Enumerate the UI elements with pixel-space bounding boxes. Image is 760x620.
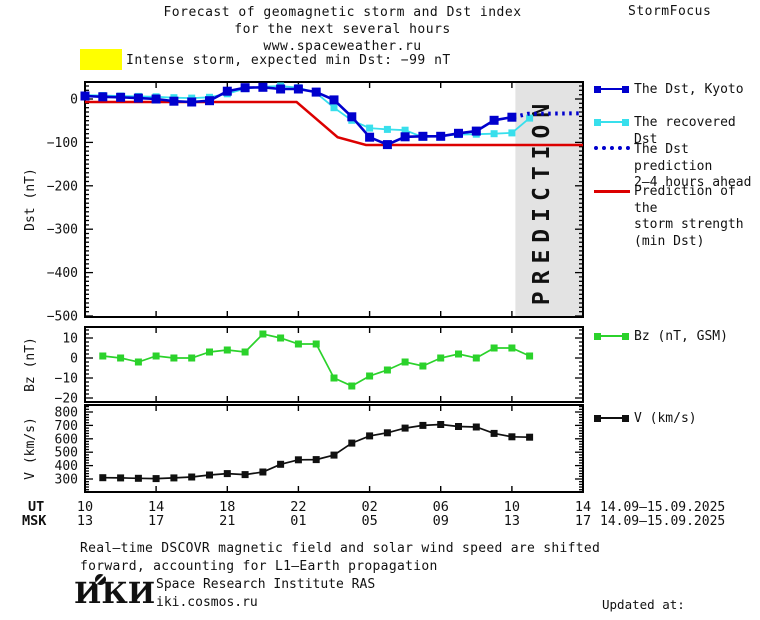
legend-label-dst-kyoto: The Dst, Kyoto: [634, 82, 744, 97]
updated-block: Updated at: UT 10:05, 15.09.2025 MSK 13:…: [602, 565, 760, 620]
legend-label-recovered-dst: The recovered Dst: [634, 115, 736, 147]
legend-swatch-dst-kyoto: [594, 85, 631, 94]
svg-text:14.09–15.09.2025: 14.09–15.09.2025: [600, 514, 725, 529]
svg-text:18: 18: [219, 499, 235, 515]
svg-text:10: 10: [504, 499, 520, 515]
page-title: Forecast of geomagnetic storm and Dst in…: [85, 4, 600, 55]
svg-text:600: 600: [55, 432, 78, 447]
title-line-2: for the next several hours: [234, 22, 451, 37]
svg-text:−300: −300: [47, 223, 78, 238]
svg-text:06: 06: [433, 499, 449, 515]
svg-text:−400: −400: [47, 266, 78, 281]
svg-text:14: 14: [148, 499, 164, 515]
institute-site: iki.cosmos.ru: [156, 595, 258, 610]
legend-item-recovered-dst: The recovered Dst: [594, 115, 760, 148]
svg-text:13: 13: [504, 513, 520, 529]
svg-text:14.09–15.09.2025: 14.09–15.09.2025: [600, 500, 725, 515]
svg-text:−200: −200: [47, 179, 78, 194]
legend-item-dst-prediction: The Dst prediction 2–4 hours ahead: [594, 142, 760, 192]
iki-logo-slashed-circle-icon: [95, 574, 106, 585]
svg-text:09: 09: [433, 513, 449, 529]
legend-label-dst-prediction: The Dst prediction 2–4 hours ahead: [634, 142, 752, 190]
storm-level-swatch: [80, 49, 122, 70]
legend-item-storm-strength: Prediction of the storm strength (min Ds…: [594, 184, 760, 250]
svg-text:0: 0: [70, 352, 78, 367]
storm-alert-text: Intense storm, expected min Dst: −99 nT: [126, 53, 451, 68]
title-line-1: Forecast of geomagnetic storm and Dst in…: [163, 5, 522, 20]
legend-swatch-storm-strength: [594, 187, 631, 196]
svg-text:500: 500: [55, 446, 78, 461]
legend-swatch-bz: [594, 332, 631, 341]
footnote-line-2: forward, accounting for L1–Earth propaga…: [80, 558, 438, 574]
legend-item-bz: Bz (nT, GSM): [594, 329, 728, 346]
svg-text:22: 22: [290, 499, 306, 515]
svg-text:PREDICTION: PREDICTION: [529, 97, 555, 305]
legend-label-bz: Bz (nT, GSM): [634, 329, 728, 344]
svg-text:UT: UT: [28, 499, 44, 515]
svg-text:10: 10: [77, 499, 93, 515]
legend-swatch-dst-prediction: [594, 145, 631, 154]
updated-label: Updated at:: [602, 597, 685, 612]
svg-text:17: 17: [575, 513, 591, 529]
svg-text:MSK: MSK: [22, 513, 47, 529]
svg-text:01: 01: [290, 513, 306, 529]
svg-text:−10: −10: [55, 372, 78, 387]
footnote: Real–time DSCOVR magnetic field and sola…: [80, 540, 600, 575]
svg-text:300: 300: [55, 473, 78, 488]
footnote-line-1: Real–time DSCOVR magnetic field and sola…: [80, 541, 601, 556]
svg-text:17: 17: [148, 513, 164, 529]
svg-text:02: 02: [361, 499, 377, 515]
legend-swatch-v: [594, 414, 631, 423]
iki-logo-text: ИКИ: [74, 576, 156, 610]
svg-text:800: 800: [55, 406, 78, 421]
legend-item-v: V (km/s): [594, 411, 697, 428]
brand-stormfocus: StormFocus: [628, 4, 712, 19]
legend-label-v: V (km/s): [634, 411, 697, 426]
svg-text:−20: −20: [55, 392, 78, 407]
legend-swatch-recovered-dst: [594, 118, 631, 127]
svg-text:700: 700: [55, 419, 78, 434]
svg-text:V (km/s): V (km/s): [23, 417, 38, 480]
site-url: www.spaceweather.ru: [263, 39, 422, 54]
svg-text:05: 05: [361, 513, 377, 529]
legend-label-storm-strength: Prediction of the storm strength (min Ds…: [634, 184, 744, 249]
svg-text:13: 13: [77, 513, 93, 529]
svg-text:21: 21: [219, 513, 235, 529]
legend-item-dst-kyoto: The Dst, Kyoto: [594, 82, 744, 99]
iki-logo: ИКИ: [74, 574, 156, 610]
svg-text:14: 14: [575, 499, 591, 515]
svg-text:0: 0: [70, 93, 78, 108]
svg-text:Bz (nT): Bz (nT): [23, 337, 38, 392]
institute-name: Space Research Institute RAS: [156, 577, 376, 592]
svg-text:−500: −500: [47, 310, 78, 325]
svg-text:10: 10: [62, 332, 78, 347]
svg-text:400: 400: [55, 459, 78, 474]
svg-text:Dst (nT): Dst (nT): [23, 168, 38, 231]
svg-text:−100: −100: [47, 136, 78, 151]
